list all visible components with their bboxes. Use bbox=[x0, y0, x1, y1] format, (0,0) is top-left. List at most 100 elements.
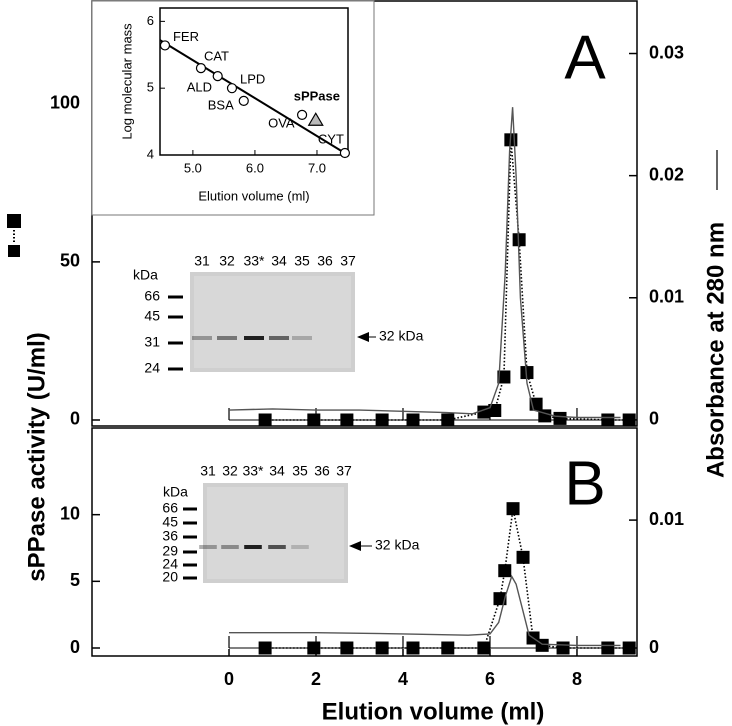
point-label: OVA bbox=[268, 115, 295, 130]
standard-point bbox=[195, 63, 207, 74]
inset-x-tick-label: 5.0 bbox=[184, 160, 202, 175]
absorbance-line bbox=[229, 574, 621, 647]
activity-point bbox=[441, 641, 455, 655]
fit-line bbox=[159, 39, 349, 156]
y2-axis-title: Absorbance at 280 nm bbox=[702, 222, 729, 478]
band-arrow bbox=[357, 332, 369, 342]
panel-frame bbox=[91, 427, 638, 657]
y2-tick-label: 0.02 bbox=[649, 164, 684, 184]
point-label: CAT bbox=[204, 49, 229, 64]
lane-label: 37 bbox=[340, 253, 356, 269]
y-tick-label: 50 bbox=[60, 251, 80, 271]
marker-label: 31 bbox=[144, 334, 160, 350]
band-label: 32 kDa bbox=[379, 328, 424, 344]
gel-shade bbox=[194, 276, 351, 368]
y-tick-label: 0 bbox=[70, 637, 80, 657]
y-tick-label: 100 bbox=[50, 93, 80, 113]
activity-point bbox=[601, 641, 615, 655]
panel-label: B bbox=[564, 449, 605, 518]
lane-label: 36 bbox=[314, 463, 330, 479]
lane-label: 33* bbox=[242, 463, 264, 479]
activity-point bbox=[622, 641, 636, 655]
standard-point bbox=[226, 83, 238, 94]
y2-tick-label: 0.03 bbox=[649, 42, 684, 62]
activity-point bbox=[307, 641, 321, 655]
point-label: BSA bbox=[208, 97, 234, 112]
lane-label: 31 bbox=[194, 253, 210, 269]
lane-label: 35 bbox=[292, 463, 308, 479]
marker-label: 29 bbox=[162, 543, 178, 559]
activity-line bbox=[265, 508, 630, 649]
panel-label: A bbox=[564, 23, 606, 92]
gel-band bbox=[192, 336, 212, 340]
lane-label: 34 bbox=[269, 463, 285, 479]
gel-band bbox=[217, 336, 237, 340]
legend-square bbox=[8, 245, 20, 257]
gel-band bbox=[292, 336, 312, 340]
activity-point bbox=[622, 413, 636, 427]
marker-label: 45 bbox=[144, 308, 160, 324]
inset-box bbox=[91, 0, 375, 216]
activity-point bbox=[441, 413, 455, 427]
y2-tick-label: 0 bbox=[649, 409, 659, 429]
activity-point bbox=[498, 564, 512, 578]
marker-label: 66 bbox=[144, 288, 160, 304]
activity-point bbox=[556, 641, 570, 655]
activity-point bbox=[375, 413, 389, 427]
lane-label: 37 bbox=[336, 463, 352, 479]
lane-label: 32 bbox=[222, 463, 238, 479]
standard-triangle bbox=[307, 112, 324, 126]
lane-label: 34 bbox=[271, 253, 287, 269]
marker-label: 24 bbox=[144, 360, 160, 376]
gel-band bbox=[244, 336, 264, 340]
activity-legend-symbol bbox=[7, 214, 21, 257]
lane-label: 32 bbox=[219, 253, 235, 269]
x-tick-label: 8 bbox=[572, 669, 582, 689]
standard-point bbox=[212, 71, 223, 82]
inset-y-title: Log molecular mass bbox=[119, 23, 134, 140]
lane-label: 31 bbox=[200, 463, 216, 479]
activity-point bbox=[488, 404, 502, 418]
activity-point bbox=[553, 411, 567, 425]
activity-point bbox=[512, 233, 526, 247]
activity-point bbox=[506, 502, 520, 516]
gel-band bbox=[291, 545, 309, 549]
activity-point bbox=[307, 413, 321, 427]
marker-label: 66 bbox=[162, 500, 178, 516]
activity-point bbox=[258, 641, 272, 655]
activity-point bbox=[601, 413, 615, 427]
gel-image: 31 32 33* 34 35 36 37 kDa 66 45 31 24 32 kDa bbox=[133, 253, 424, 376]
y-tick-label: 5 bbox=[70, 570, 80, 590]
marker-label: 36 bbox=[162, 528, 178, 544]
y2-tick-label: 0.01 bbox=[649, 287, 684, 307]
absorbance-line bbox=[228, 107, 621, 419]
legend-square bbox=[7, 214, 21, 228]
lane-label: 35 bbox=[294, 253, 310, 269]
gel-unit: kDa bbox=[163, 484, 188, 500]
inset-y-tick-label: 6 bbox=[147, 13, 154, 28]
gel-band bbox=[269, 336, 289, 340]
x-tick-label: 0 bbox=[224, 669, 234, 689]
x-tick-label: 4 bbox=[398, 669, 408, 689]
gel-band bbox=[268, 545, 286, 549]
standard-point bbox=[159, 40, 171, 51]
y-tick-label: 0 bbox=[70, 409, 80, 429]
inset-frame bbox=[159, 7, 349, 156]
activity-point bbox=[406, 413, 420, 427]
band-label: 32 kDa bbox=[375, 537, 420, 553]
activity-point bbox=[477, 641, 491, 655]
inset-y-tick-label: 4 bbox=[147, 146, 154, 161]
x-axis-title: Elution volume (ml) bbox=[322, 698, 545, 725]
gel-band bbox=[221, 545, 239, 549]
point-label: LPD bbox=[240, 72, 265, 87]
inset-x-tick-label: 6.0 bbox=[246, 160, 264, 175]
x-tick-label: 2 bbox=[311, 669, 321, 689]
gel-shade bbox=[207, 487, 344, 579]
marker-label: 45 bbox=[162, 514, 178, 530]
y2-tick-label: 0 bbox=[649, 637, 659, 657]
gel-band bbox=[199, 545, 217, 549]
point-label: ALD bbox=[187, 80, 212, 95]
marker-label: 24 bbox=[162, 556, 178, 572]
